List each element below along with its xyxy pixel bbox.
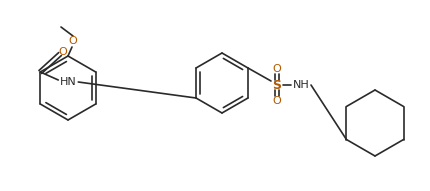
Text: O: O (273, 96, 281, 106)
Text: NH: NH (293, 80, 309, 90)
Text: O: O (58, 47, 67, 57)
Text: O: O (273, 64, 281, 74)
Text: S: S (273, 79, 282, 91)
Text: HN: HN (60, 77, 77, 87)
Text: O: O (69, 36, 77, 46)
